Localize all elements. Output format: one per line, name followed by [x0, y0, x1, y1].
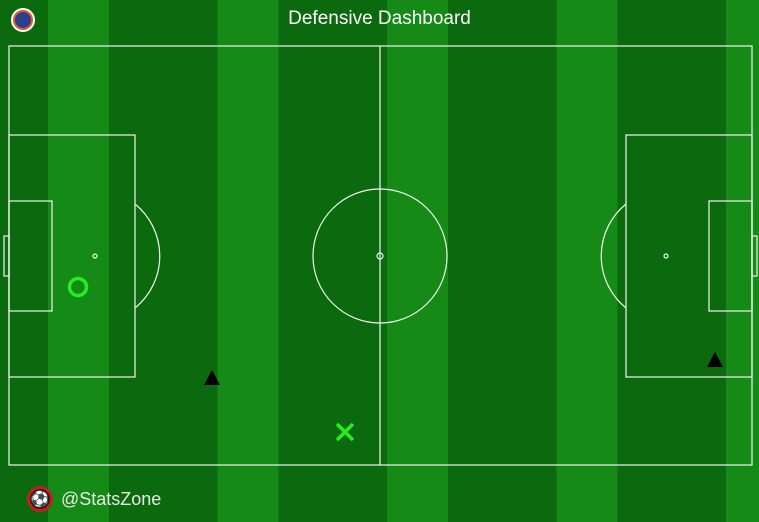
center-circle: [312, 188, 448, 324]
brand-handle: @StatsZone: [61, 488, 162, 509]
right-six-yard-box: [708, 200, 753, 312]
right-penalty-spot: [663, 253, 669, 259]
right-goal: [751, 235, 758, 277]
event-marker-triangle[interactable]: [204, 370, 220, 385]
soccer-ball-icon: ⚽: [27, 486, 53, 512]
footer: ⚽ @StatsZone: [27, 486, 161, 512]
left-penalty-spot: [92, 253, 98, 259]
team-badge-icon[interactable]: [13, 10, 33, 30]
left-penalty-box: [8, 134, 136, 378]
event-marker-circle[interactable]: [67, 276, 89, 298]
left-penalty-arc: [134, 203, 161, 309]
event-marker-cross[interactable]: [335, 422, 355, 442]
right-penalty-arc: [600, 203, 627, 309]
right-penalty-box: [625, 134, 753, 378]
left-goal: [3, 235, 10, 277]
event-marker-triangle[interactable]: [707, 352, 723, 367]
left-six-yard-box: [8, 200, 53, 312]
page-title: Defensive Dashboard: [288, 8, 471, 29]
center-spot: [376, 252, 384, 260]
